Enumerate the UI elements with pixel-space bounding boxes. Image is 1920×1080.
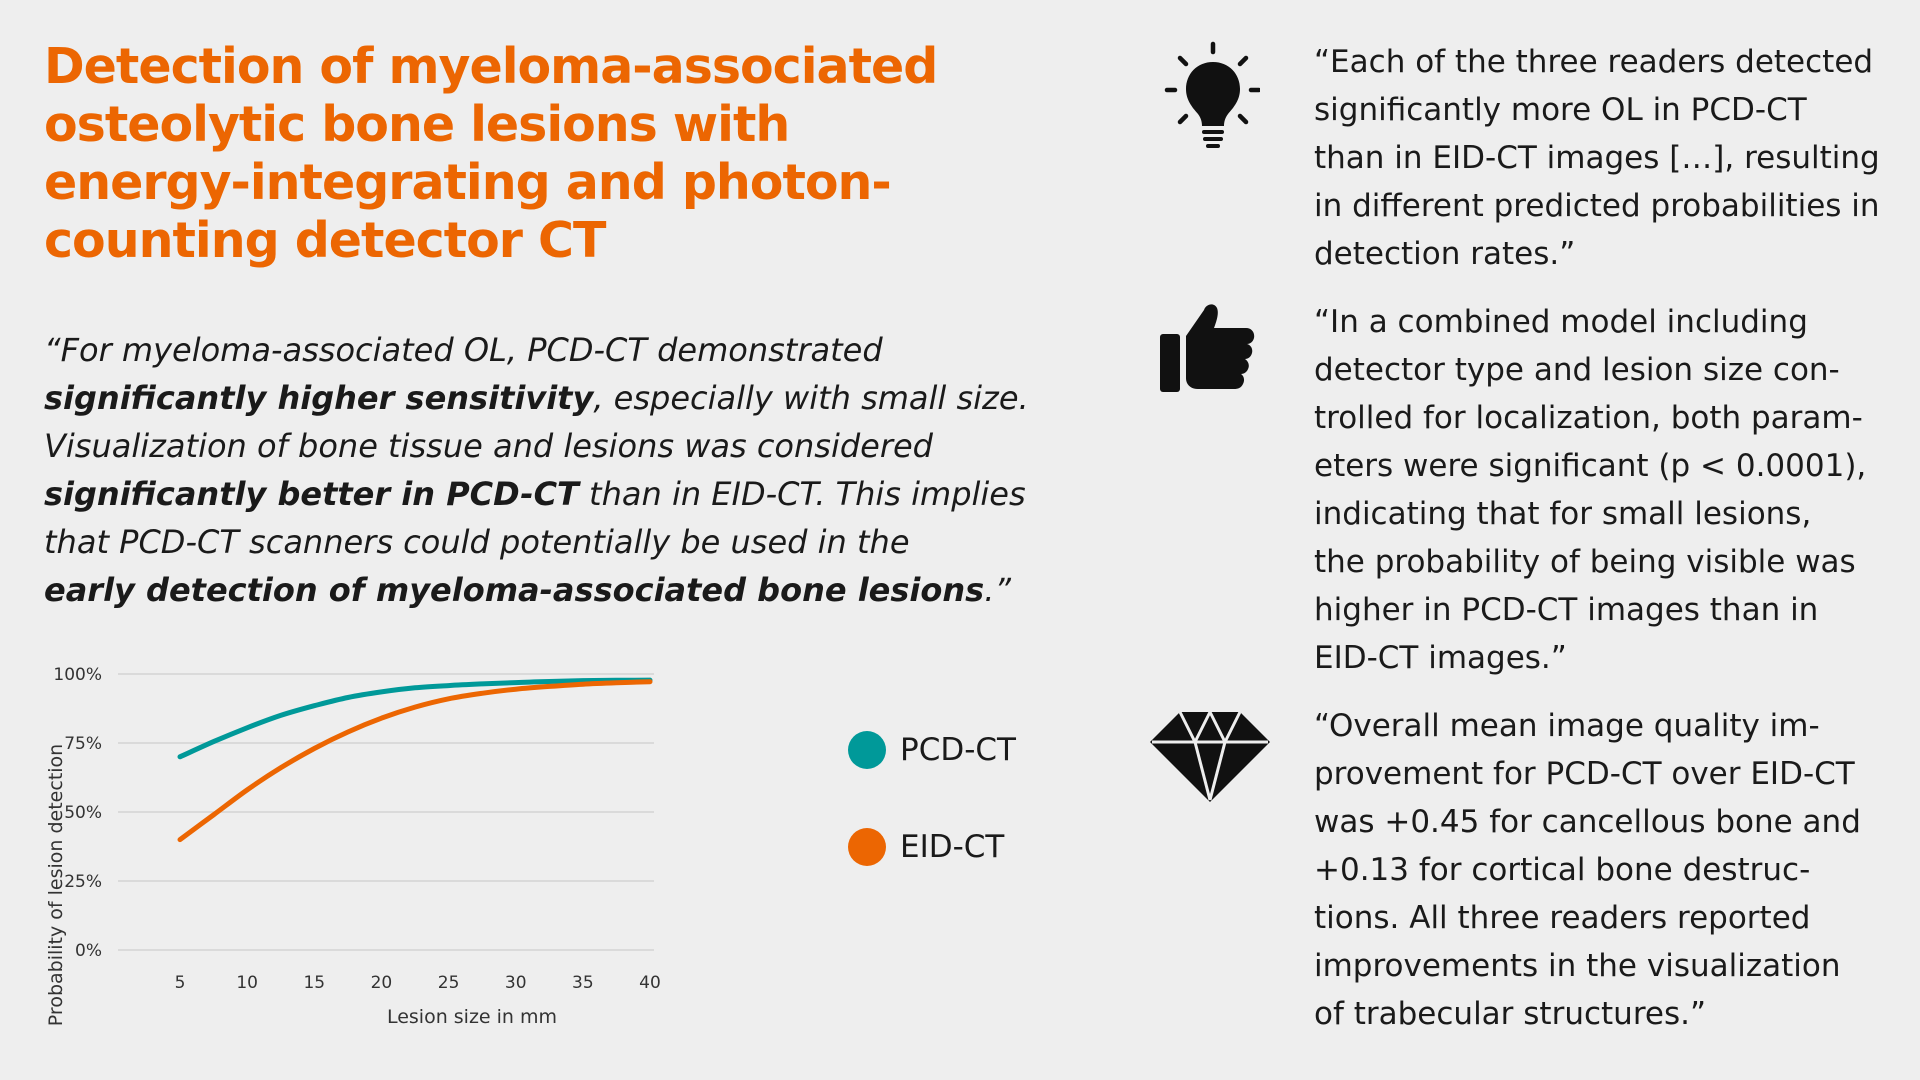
- quote-emphasis: significantly better in PCD-CT: [44, 475, 579, 513]
- detection-chart: 0% 25% 50% 75% 100% 5 10 15 20 25 30 35 40 Lesion s…: [30, 650, 830, 1050]
- insight-line: EID-CT images.”: [1314, 640, 1567, 676]
- x-tick-label: 35: [572, 973, 594, 993]
- insight-line: of trabecular structures.”: [1314, 996, 1707, 1032]
- quote-line: that PCD-CT scanners could potentially b…: [44, 523, 910, 561]
- x-tick-label: 15: [303, 973, 325, 993]
- insight-line: improvements in the visualization: [1314, 948, 1841, 984]
- quote-line: early detection of myeloma-associated bo…: [44, 566, 1064, 614]
- series-line-eid-ct: [177, 679, 653, 843]
- insight-line: detector type and lesion size con-: [1314, 352, 1840, 388]
- title-line: Detection of myeloma-associated: [44, 38, 938, 95]
- chart-svg: 0% 25% 50% 75% 100% 5 10 15 20 25 30 35 40 Lesion s…: [45, 665, 661, 1028]
- lightbulb-icon: [1164, 41, 1260, 148]
- x-tick-label: 5: [175, 973, 186, 993]
- quote-emphasis: early detection of myeloma-associated bo…: [44, 571, 985, 609]
- x-tick-label: 30: [505, 973, 527, 993]
- legend-item-pcd-ct: PCD-CT: [848, 730, 1016, 770]
- insight-line: +0.13 for cortical bone destruc-: [1314, 852, 1811, 888]
- title-line: energy-integrating and photon-: [44, 154, 892, 211]
- main-quote: “For myeloma-associated OL, PCD-CT demon…: [44, 326, 1064, 614]
- insight-line: eters were significant (p < 0.0001),: [1314, 448, 1867, 484]
- series-lines: [177, 677, 653, 843]
- insight-text: “Each of the three readers detected sign…: [1314, 38, 1904, 278]
- quote-text: .”: [984, 571, 1011, 609]
- legend-label: PCD-CT: [900, 732, 1016, 768]
- insight-line: detection rates.”: [1314, 236, 1576, 272]
- quote-text: , especially with small size.: [593, 379, 1029, 417]
- title-line: osteolytic bone lesions with: [44, 96, 790, 153]
- insight-text: “In a combined model including detector …: [1314, 298, 1904, 682]
- insight-line: in different predicted probabilities in: [1314, 188, 1880, 224]
- quote-line: “For myeloma-associated OL, PCD-CT demon…: [44, 331, 883, 369]
- x-tick-label: 25: [438, 973, 460, 993]
- x-tick-label: 10: [236, 973, 258, 993]
- thumbs-up-icon: [1160, 304, 1255, 392]
- legend-marker: [848, 828, 886, 866]
- insight-text: “Overall mean image quality im- provemen…: [1314, 702, 1904, 1038]
- insight-line: provement for PCD-CT over EID-CT: [1314, 756, 1855, 792]
- insight-line: higher in PCD-CT images than in: [1314, 592, 1819, 628]
- insight-line: “In a combined model including: [1314, 304, 1808, 340]
- insight-line: trolled for localization, both param-: [1314, 400, 1863, 436]
- insight-line: was +0.45 for cancellous bone and: [1314, 804, 1861, 840]
- insight-line: significantly more OL in PCD-CT: [1314, 92, 1807, 128]
- series-line-pcd-ct: [177, 677, 653, 760]
- legend-label: EID-CT: [900, 829, 1005, 865]
- x-tick-label: 40: [639, 973, 661, 993]
- y-tick-label: 100%: [53, 665, 102, 685]
- y-axis-label: Probability of lesion detection: [45, 744, 67, 1026]
- insight-line: than in EID-CT images […], resulting: [1314, 140, 1880, 176]
- diamond-icon: [1150, 710, 1270, 802]
- quote-line: Visualization of bone tissue and lesions…: [44, 427, 933, 465]
- quote-line: significantly higher sensitivity, especi…: [44, 374, 1064, 422]
- x-axis-label: Lesion size in mm: [387, 1006, 557, 1028]
- y-tick-labels: 0% 25% 50% 75% 100%: [53, 665, 102, 961]
- insight-line: indicating that for small lesions,: [1314, 496, 1812, 532]
- quote-text: than in EID-CT. This implies: [578, 475, 1026, 513]
- legend-item-eid-ct: EID-CT: [848, 827, 1016, 867]
- quote-line: significantly better in PCD-CT than in E…: [44, 470, 1064, 518]
- y-tick-label: 25%: [64, 872, 102, 892]
- y-tick-label: 0%: [75, 941, 102, 961]
- chart-legend: PCD-CT EID-CT: [848, 730, 1016, 924]
- insight-line: the probability of being visible was: [1314, 544, 1856, 580]
- insight-line: “Overall mean image quality im-: [1314, 708, 1820, 744]
- x-tick-labels: 5 10 15 20 25 30 35 40: [175, 973, 661, 993]
- y-tick-label: 75%: [64, 734, 102, 754]
- insight-line: “Each of the three readers detected: [1314, 44, 1874, 80]
- insight-line: tions. All three readers reported: [1314, 900, 1811, 936]
- y-tick-label: 50%: [64, 803, 102, 823]
- x-tick-label: 20: [371, 973, 393, 993]
- title-line: counting detector CT: [44, 212, 606, 269]
- quote-emphasis: significantly higher sensitivity: [44, 379, 594, 417]
- legend-marker: [848, 731, 886, 769]
- page-title: Detection of myeloma-associated osteolyt…: [44, 38, 1044, 270]
